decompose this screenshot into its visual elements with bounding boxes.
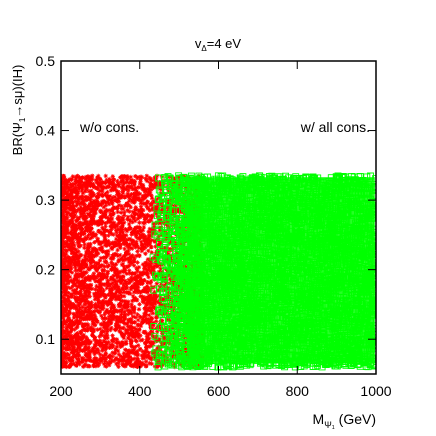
x-axis-label: MΨ₁ (GeV) xyxy=(313,411,376,430)
legend-all-constraints: w/ all cons. xyxy=(300,119,370,135)
y-tick-label: 0.4 xyxy=(36,123,56,139)
y-tick-label: 0.3 xyxy=(36,192,56,208)
x-tick-label: 1000 xyxy=(360,383,391,399)
legend-without-constraints: w/o cons. xyxy=(79,119,139,135)
y-tick-label: 0.2 xyxy=(36,262,56,278)
chart-title: vΔ=4 eV xyxy=(195,36,242,53)
x-axis: 200 400 600 800 1000 xyxy=(49,61,392,399)
x-tick-label: 400 xyxy=(128,383,152,399)
y-tick-label: 0.5 xyxy=(36,53,56,69)
x-tick-label: 600 xyxy=(207,383,231,399)
scatter-points xyxy=(61,172,376,371)
y-axis: 0.1 0.2 0.3 0.4 0.5 xyxy=(36,53,376,347)
x-tick-label: 800 xyxy=(286,383,310,399)
x-tick-label: 200 xyxy=(49,383,73,399)
y-axis-label: BR(Ψ1→sμ)(IH) xyxy=(10,65,27,156)
y-tick-label: 0.1 xyxy=(36,331,56,347)
series-all-constraints-points xyxy=(149,172,376,371)
